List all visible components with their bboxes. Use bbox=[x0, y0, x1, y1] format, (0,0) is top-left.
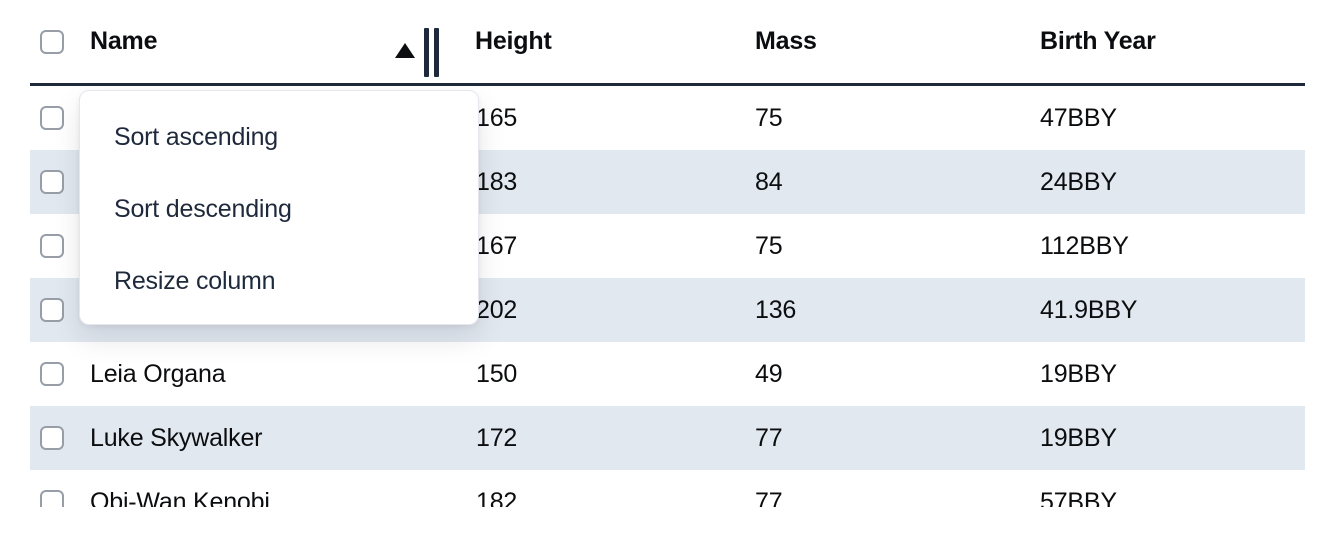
cell-height: 165 bbox=[476, 104, 518, 132]
cell-height: 183 bbox=[476, 168, 518, 196]
cell-birth-year: 57BBY bbox=[1040, 488, 1117, 507]
resize-grip-bar bbox=[424, 28, 429, 77]
cell-height: 172 bbox=[476, 424, 518, 452]
cell-name: Obi-Wan Kenobi bbox=[90, 488, 270, 507]
cell-name: Luke Skywalker bbox=[90, 424, 263, 452]
row-checkbox[interactable] bbox=[40, 426, 64, 450]
cell-birth-year: 24BBY bbox=[1040, 168, 1117, 196]
row-checkbox[interactable] bbox=[40, 234, 64, 258]
select-all-checkbox[interactable] bbox=[40, 30, 64, 54]
column-header-height[interactable]: Height bbox=[475, 27, 552, 55]
cell-mass: 75 bbox=[755, 232, 783, 260]
column-context-menu: Sort ascending Sort descending Resize co… bbox=[79, 90, 479, 325]
cell-birth-year: 19BBY bbox=[1040, 360, 1117, 388]
menu-item-sort-ascending[interactable]: Sort ascending bbox=[114, 123, 278, 151]
menu-item-sort-descending[interactable]: Sort descending bbox=[114, 195, 292, 223]
column-resize-handle[interactable] bbox=[424, 28, 439, 77]
cell-name: Leia Organa bbox=[90, 360, 226, 388]
cell-mass: 77 bbox=[755, 424, 783, 452]
cell-height: 167 bbox=[476, 232, 518, 260]
cell-mass: 136 bbox=[755, 296, 797, 324]
column-header-name-label: Name bbox=[90, 27, 158, 55]
table-row: Leia Organa 150 49 19BBY bbox=[30, 342, 1305, 406]
cell-height: 182 bbox=[476, 488, 518, 507]
table-row: Obi-Wan Kenobi 182 77 57BBY bbox=[30, 470, 1305, 507]
row-checkbox[interactable] bbox=[40, 490, 64, 507]
menu-item-resize-column[interactable]: Resize column bbox=[114, 267, 276, 295]
column-header-birth-year[interactable]: Birth Year bbox=[1040, 27, 1156, 55]
sort-ascending-icon bbox=[395, 43, 415, 58]
column-header-name[interactable]: Name bbox=[90, 0, 157, 83]
row-checkbox[interactable] bbox=[40, 106, 64, 130]
table-header: Name Height Mass Birth Year bbox=[30, 0, 1305, 86]
cell-height: 150 bbox=[476, 360, 518, 388]
row-checkbox[interactable] bbox=[40, 170, 64, 194]
row-checkbox[interactable] bbox=[40, 362, 64, 386]
cell-birth-year: 19BBY bbox=[1040, 424, 1117, 452]
cell-mass: 77 bbox=[755, 488, 783, 507]
table-row: Luke Skywalker 172 77 19BBY bbox=[30, 406, 1305, 470]
cell-mass: 49 bbox=[755, 360, 783, 388]
cell-birth-year: 41.9BBY bbox=[1040, 296, 1138, 324]
column-header-mass[interactable]: Mass bbox=[755, 27, 817, 55]
cell-mass: 75 bbox=[755, 104, 783, 132]
cell-height: 202 bbox=[476, 296, 518, 324]
row-checkbox[interactable] bbox=[40, 298, 64, 322]
cell-birth-year: 47BBY bbox=[1040, 104, 1117, 132]
cell-mass: 84 bbox=[755, 168, 783, 196]
cell-birth-year: 112BBY bbox=[1040, 232, 1129, 260]
resize-grip-bar bbox=[434, 28, 439, 77]
